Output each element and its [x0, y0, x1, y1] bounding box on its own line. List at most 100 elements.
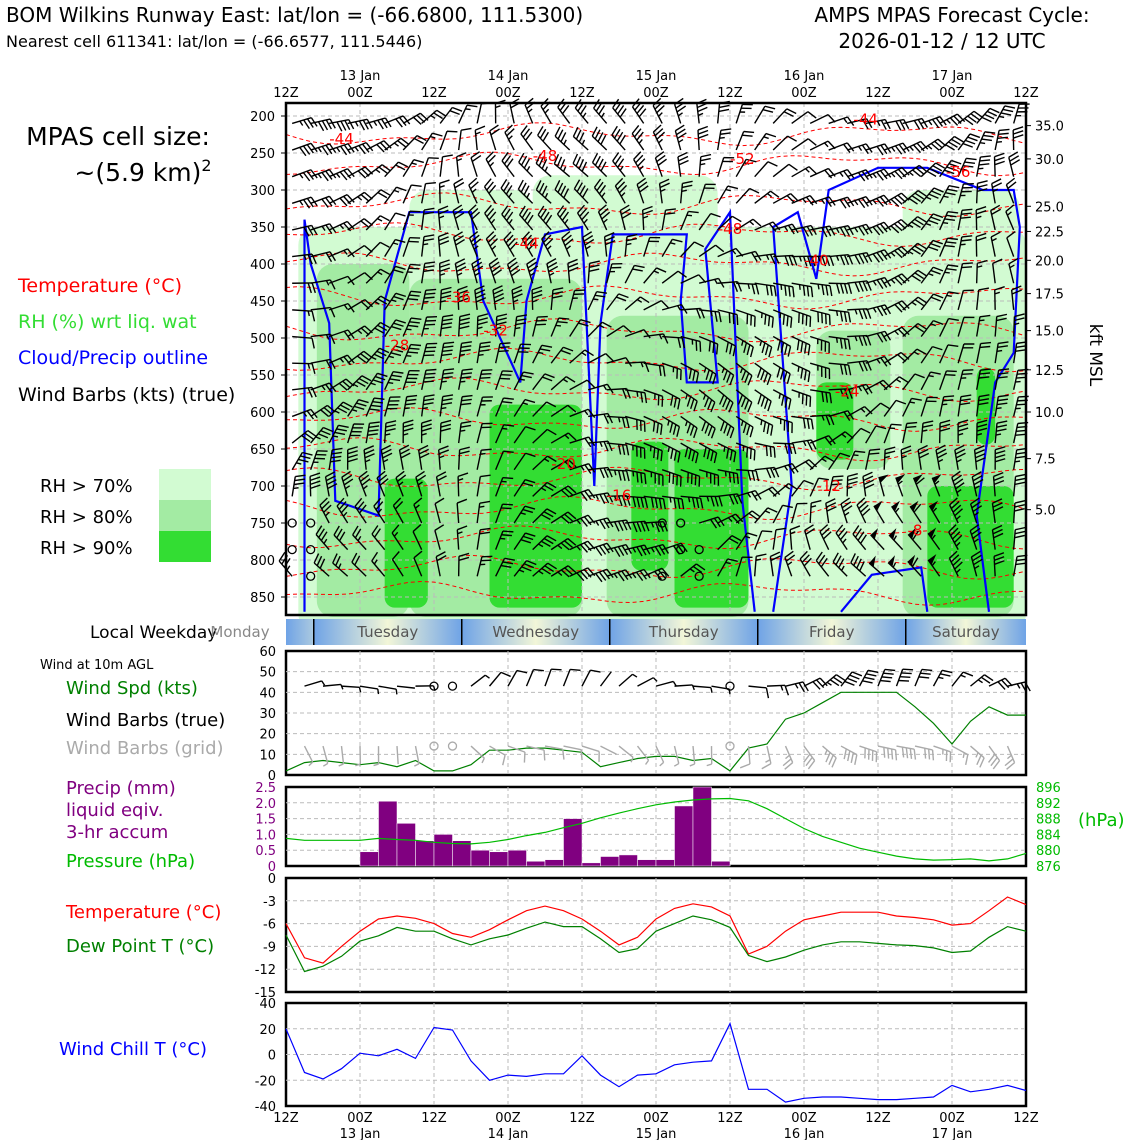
xsec-barb-705-full	[1007, 181, 1017, 189]
xsec-barb-219-full	[505, 185, 513, 195]
xsec-barb-96-full	[395, 265, 406, 270]
wind-barb-true-27-half	[794, 683, 799, 689]
weekday-name-3: Thursday	[648, 623, 719, 641]
xsec-barb-112-full	[409, 210, 421, 213]
wind-barb-grid-33	[896, 745, 917, 760]
xsec-barb-105-full	[375, 501, 384, 511]
xsec-barb-126-half	[430, 114, 436, 119]
xsec-barb-171-full	[460, 345, 472, 349]
xsec-barb-268-full	[567, 538, 577, 546]
xsec-barb-393	[676, 518, 686, 528]
xsec-barb-120-full	[403, 423, 414, 428]
xsec-barb-546-full	[862, 281, 868, 292]
xsec-barb-383	[680, 241, 704, 258]
xsec-barb-613-full	[934, 140, 944, 149]
xsec-barb-264-full	[567, 432, 577, 441]
xsec-barb-9-half	[307, 363, 311, 369]
xsec-barb-677-full	[979, 394, 990, 398]
xsec-barb-214-full	[502, 530, 514, 533]
xsec-barb-460-full	[763, 398, 769, 410]
xsec-barb-408-full	[710, 450, 714, 462]
xsec-barb-20-full	[328, 169, 337, 179]
xsec-barb-637-full	[948, 291, 959, 295]
xsec-barb-332-full	[643, 329, 651, 339]
xsec-barb-55-full	[361, 143, 370, 153]
xsec-barb-696-full	[996, 424, 1007, 428]
xsec-barb-581-half	[890, 252, 896, 257]
xsec-barb-362-full	[656, 154, 666, 163]
xsec-barb-260-full	[558, 317, 570, 320]
xsec-barb-575	[850, 553, 867, 577]
xsec-barb-716-full	[1015, 473, 1026, 478]
xsec-barb-456-full	[769, 285, 773, 296]
cross-section-frame	[284, 101, 1028, 617]
precip-bar-9	[526, 861, 546, 867]
xsec-barb-313-full	[616, 296, 627, 302]
xsec-barb-101	[383, 396, 401, 417]
xsec-barb-688-full	[991, 208, 1002, 215]
xsec-barb-14-full	[295, 474, 306, 478]
xsec-barb-610-shaft	[888, 534, 904, 551]
xsec-barb-629-shaft	[907, 560, 922, 577]
xsec-barb-638	[939, 317, 959, 337]
xsec-barb-239	[521, 231, 537, 257]
xsec-barb-546-full	[854, 282, 860, 293]
xsec-barb-38-full	[346, 168, 355, 178]
xsec-barb-228-full	[525, 425, 536, 431]
xsec-barb-189-full	[479, 345, 491, 349]
xsec-barb-397-full	[697, 129, 709, 135]
precip-bar-7	[489, 851, 509, 867]
kft-axis: 35.030.025.022.520.017.515.012.510.07.55…	[1026, 120, 1064, 519]
xsec-barb-695	[994, 394, 1009, 417]
xsec-barb-526-full	[839, 227, 847, 237]
xsec-barb-6-full	[311, 282, 316, 294]
xsec-barb-80-full	[380, 321, 390, 329]
xsec-barb-286-full	[580, 544, 589, 553]
xsec-barb-632-full	[951, 159, 962, 165]
wind-barb-true-32	[877, 668, 896, 687]
xsec-barb-664-full	[948, 524, 957, 533]
xsec-barb-48-full	[336, 428, 347, 432]
xsec-barb-125-full	[391, 551, 400, 560]
xsec-barb-589-full	[884, 446, 896, 451]
xsec-barb-436-half	[749, 220, 755, 226]
wind-barb-grid-1-shaft	[303, 745, 314, 763]
xsec-barb-492-full	[806, 285, 810, 297]
xsec-barb-646	[927, 527, 941, 551]
xsec-barb-427-full	[736, 473, 740, 485]
xsec-barb-294	[587, 260, 600, 284]
xsec-barb-115-full	[410, 290, 422, 294]
xsec-barb-365	[661, 238, 683, 257]
xsec-barb-690-shaft	[992, 263, 996, 284]
xsec-barb-68	[341, 470, 354, 497]
wind-barb-grid-14-shaft	[544, 745, 563, 750]
kft-tick-label-0: 35.0	[1035, 120, 1064, 135]
xsec-barb-426-half	[723, 446, 726, 452]
xsec-barb-599-half	[908, 250, 914, 255]
xsec-barb-144-full	[449, 110, 460, 116]
xsec-barb-250	[532, 535, 557, 551]
xsec-barb-624	[920, 420, 934, 444]
xsec-barb-161-full	[436, 555, 447, 562]
xsec-barb-172	[457, 368, 473, 390]
xsec-barb-624-full	[922, 420, 934, 424]
xsec-barb-346-half	[642, 215, 649, 219]
xsec-barb-467	[753, 553, 767, 577]
xsec-barb-88	[352, 525, 367, 551]
xsec-barb-395-full	[692, 565, 703, 573]
xsec-barb-678-half	[976, 433, 983, 436]
xsec-barb-380-full	[678, 155, 689, 162]
xsec-barb-519-half	[810, 505, 817, 508]
xsec-barb-167-full	[453, 231, 463, 238]
xsec-barb-164-full	[456, 152, 467, 158]
xsec-barb-266-full	[560, 489, 570, 498]
xsec-barb-294-full	[589, 260, 600, 264]
xsec-barb-564-half	[872, 280, 877, 286]
xsec-barb-233	[513, 559, 537, 577]
xsec-barb-201-full	[486, 181, 494, 191]
xsec-barb-204-full	[490, 261, 500, 269]
xsec-barb-524	[828, 168, 855, 180]
xsec-barb-411-full	[713, 517, 721, 528]
xsec-barb-490-full	[806, 226, 814, 236]
xsec-barb-288-full	[579, 105, 587, 115]
